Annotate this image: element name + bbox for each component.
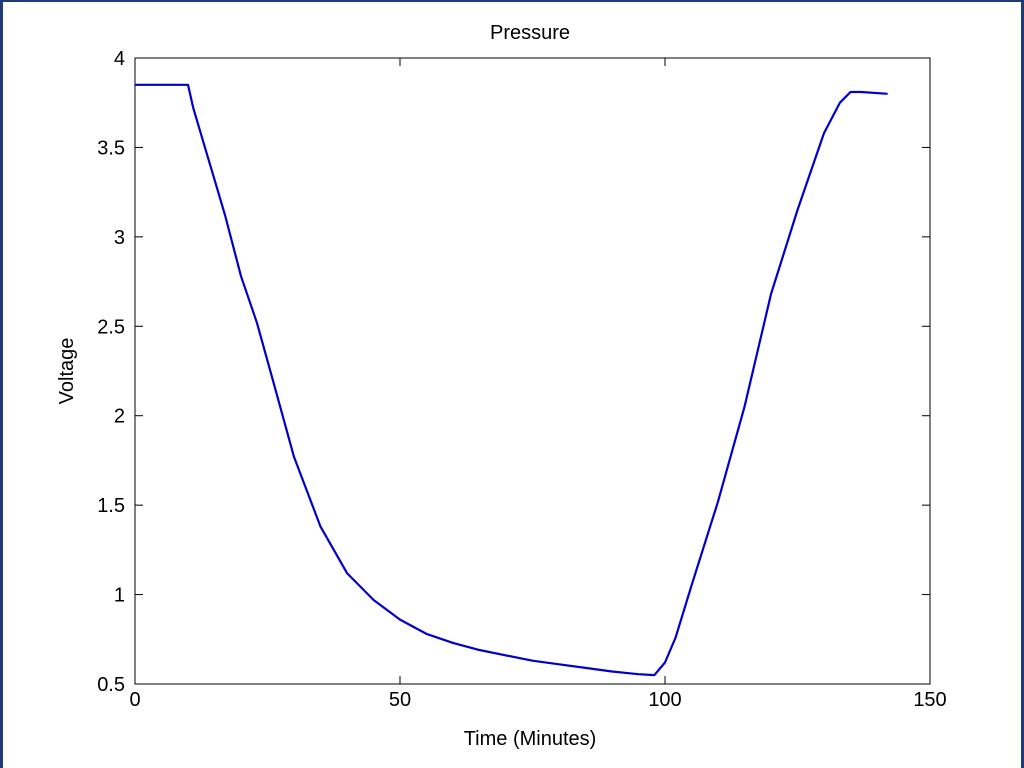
window-frame-top [0,0,1024,2]
window-frame-right [1021,0,1024,768]
y-tick-label: 3 [114,227,125,249]
voltage-series-line [135,83,888,677]
y-axis-label: Voltage [56,338,78,405]
chart-title: Pressure [490,22,570,44]
window-frame-left [0,0,3,768]
y-tick-label: 2 [114,406,125,428]
x-axis-label: Time (Minutes) [464,728,597,750]
x-tick-label: 100 [648,689,681,711]
x-tick-label: 150 [913,689,946,711]
y-tick-label: 4 [114,48,125,70]
x-tick-label: 50 [389,689,411,711]
axes-box [134,57,931,685]
y-tick-label: 1 [114,585,125,607]
y-tick-label: 3.5 [97,137,125,159]
y-tick-label: 2.5 [97,316,125,338]
y-tick-label: 1.5 [97,495,125,517]
x-axis-ticks: 0 50 100 150 [129,58,947,711]
x-tick-label: 0 [129,689,140,711]
plot-area [134,57,931,685]
y-tick-label: 0.5 [97,674,125,696]
y-axis-ticks: 0.5 1 1.5 2 2.5 3 3.5 4 [97,48,930,696]
